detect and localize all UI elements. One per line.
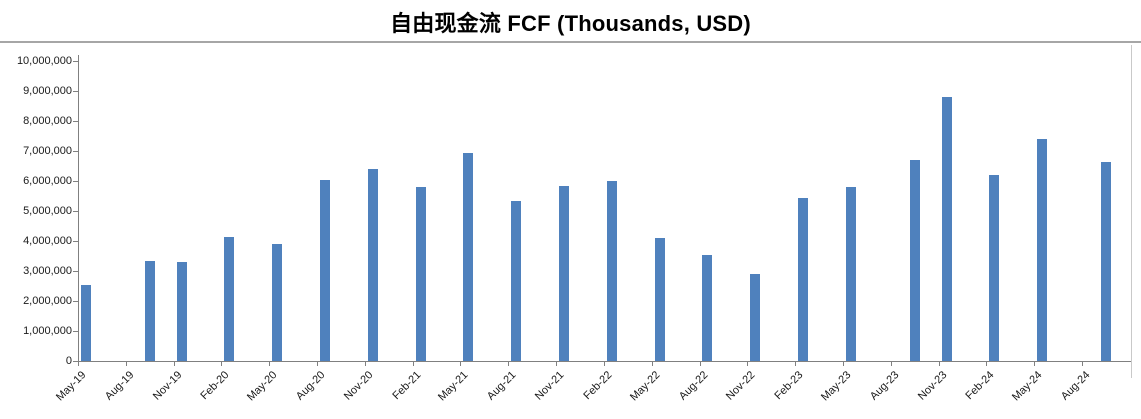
x-axis-tick	[269, 362, 271, 366]
fcf-bar	[367, 169, 378, 361]
x-axis-tick	[221, 362, 223, 366]
fcf-bar	[606, 181, 617, 361]
plot-right-border	[1131, 45, 1132, 378]
x-axis-tick	[699, 362, 701, 366]
x-axis-tick	[842, 362, 844, 366]
fcf-bar	[1037, 139, 1048, 361]
y-axis-label: 2,000,000	[23, 295, 72, 307]
title-divider	[0, 41, 1141, 43]
y-axis-tick	[73, 151, 78, 152]
fcf-bar	[989, 175, 1000, 361]
x-axis-tick	[317, 362, 319, 366]
x-axis-line	[78, 361, 1132, 362]
fcf-bar	[463, 152, 474, 361]
y-axis-tick	[73, 241, 78, 242]
fcf-bar	[702, 254, 713, 361]
fcf-bar	[320, 179, 331, 361]
y-axis-tick	[73, 301, 78, 302]
x-axis-tick	[173, 362, 175, 366]
fcf-bar	[845, 187, 856, 361]
fcf-bar	[272, 244, 283, 361]
x-axis-tick	[78, 362, 79, 366]
x-axis-tick	[412, 362, 414, 366]
y-axis-label: 9,000,000	[23, 85, 72, 97]
fcf-bar	[798, 197, 809, 361]
fcf-bar	[144, 260, 155, 361]
fcf-bar	[511, 200, 522, 361]
fcf-bar	[415, 187, 426, 361]
y-axis-tick	[73, 181, 78, 182]
x-axis-tick	[125, 362, 127, 366]
x-axis-tick	[460, 362, 462, 366]
y-axis-label: 0	[65, 355, 72, 367]
x-axis-tick	[795, 362, 797, 366]
y-axis-tick	[73, 91, 78, 92]
x-axis-tick	[747, 362, 749, 366]
y-axis-label: 1,000,000	[23, 325, 72, 337]
x-axis-label: May-19	[54, 369, 89, 404]
x-axis-tick	[1034, 362, 1036, 366]
chart-title: 自由现金流 FCF (Thousands, USD)	[390, 11, 751, 36]
y-axis-tick	[73, 331, 78, 332]
x-axis-tick	[508, 362, 510, 366]
x-axis-tick	[603, 362, 605, 366]
y-axis-label: 8,000,000	[23, 115, 72, 127]
x-axis-tick	[556, 362, 558, 366]
y-axis-tick	[73, 211, 78, 212]
x-axis-tick	[938, 362, 940, 366]
fcf-bar	[224, 236, 235, 361]
fcf-bar	[1100, 161, 1111, 361]
fcf-bar	[750, 274, 761, 361]
x-axis-tick	[364, 362, 366, 366]
y-axis-tick	[73, 61, 78, 62]
y-axis-label: 5,000,000	[23, 205, 72, 217]
y-axis-label: 6,000,000	[23, 175, 72, 187]
x-axis-tick	[1082, 362, 1083, 366]
y-axis-label: 7,000,000	[23, 145, 72, 157]
x-axis-tick	[890, 362, 892, 366]
y-axis-label: 4,000,000	[23, 235, 72, 247]
fcf-bar	[909, 160, 920, 361]
x-axis-tick	[986, 362, 988, 366]
fcf-bar	[654, 238, 665, 361]
fcf-bar	[176, 262, 187, 361]
y-axis-label: 10,000,000	[16, 55, 72, 67]
y-axis-line	[78, 55, 79, 362]
y-axis-tick	[73, 361, 78, 362]
y-axis-tick	[73, 121, 78, 122]
fcf-bar	[941, 97, 952, 361]
y-axis-label: 3,000,000	[23, 265, 72, 277]
y-axis-tick	[73, 271, 78, 272]
x-axis-tick	[651, 362, 653, 366]
fcf-bar	[80, 284, 91, 361]
fcf-bar	[559, 185, 570, 361]
